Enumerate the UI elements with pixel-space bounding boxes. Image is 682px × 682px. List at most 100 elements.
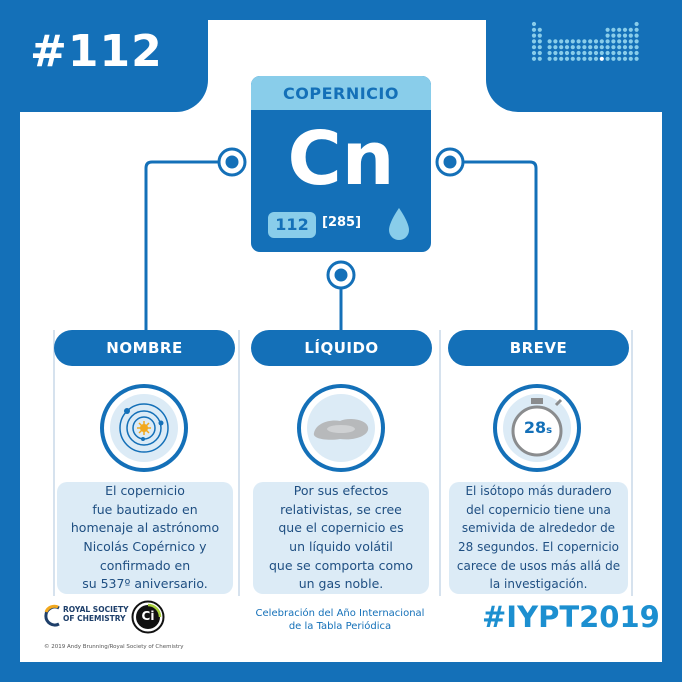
periodic-cell [531, 27, 537, 32]
ci-logo-text: Ci [141, 609, 155, 623]
periodic-cell [599, 56, 604, 61]
text-line: Por sus efectos [293, 483, 389, 499]
periodic-cell [593, 39, 599, 44]
periodic-cell [628, 39, 633, 44]
periodic-cell [588, 45, 593, 50]
periodic-cell [576, 56, 581, 61]
periodic-cell [634, 45, 639, 50]
periodic-cell [559, 39, 564, 44]
rsc-logo-text: ROYAL SOCIETY OF CHEMISTRY [63, 605, 129, 623]
celebration-text: Celebración del Año Internacional de la … [240, 607, 440, 633]
node-left [217, 147, 247, 177]
periodic-cell [537, 39, 542, 44]
atomic-mass: [285] [322, 215, 362, 230]
periodic-cell [622, 50, 628, 56]
atomic-number-badge: 112 [268, 212, 316, 238]
celebration-line: de la Tabla Periódica [288, 621, 392, 632]
periodic-cell [570, 45, 575, 50]
node-center [326, 260, 356, 290]
periodic-cell [531, 56, 537, 61]
node-right [435, 147, 465, 177]
periodic-cell [634, 27, 639, 32]
fact-text-liquido: Por sus efectos relativistas, se cree qu… [253, 482, 429, 594]
periodic-cell [531, 39, 537, 44]
celebration-line: Celebración del Año Internacional [255, 608, 425, 619]
periodic-cell [593, 45, 599, 50]
periodic-cell [570, 50, 575, 56]
periodic-cell [628, 27, 633, 32]
periodic-cell [582, 50, 587, 56]
periodic-cell [611, 45, 616, 50]
text-line: fue bautizado en [92, 501, 198, 517]
text-line: que se comporta como [269, 557, 413, 573]
periodic-cell [559, 45, 564, 50]
periodic-cell [593, 56, 599, 61]
periodic-cell [617, 56, 622, 61]
fact-text-nombre: El copernicio fue bautizado en homenaje … [57, 482, 233, 594]
periodic-cell [576, 50, 581, 56]
periodic-cell [531, 45, 537, 50]
periodic-cell [564, 39, 570, 44]
fact-text-breve: El isótopo más duradero del copernicio t… [449, 482, 628, 594]
hashtag: #IYPT2019 [482, 600, 660, 634]
periodic-cell [634, 33, 639, 38]
header-breve: BREVE [448, 330, 629, 366]
stopwatch-label: 28s [520, 418, 556, 437]
periodic-cell [537, 50, 542, 56]
text-line: la investigación. [489, 577, 588, 592]
periodic-cell [588, 56, 593, 61]
connector-right [463, 160, 538, 333]
periodic-cell [570, 39, 575, 44]
periodic-cell [605, 45, 610, 50]
periodic-cell [588, 39, 593, 44]
periodic-cell [599, 50, 604, 56]
periodic-cell [553, 56, 558, 61]
text-line: un líquido volátil [289, 539, 393, 554]
text-line: homenaje al astrónomo [70, 520, 220, 536]
periodic-cell [628, 33, 633, 38]
text-line: Nicolás Copérnico y [83, 539, 207, 554]
text-line: su 537º aniversario. [82, 576, 208, 592]
number-tab [20, 20, 208, 112]
rsc-line: OF CHEMISTRY [63, 614, 126, 623]
ci-logo-icon [131, 600, 165, 634]
element-number-tag: #112 [30, 26, 163, 77]
periodic-cell [576, 45, 581, 50]
periodic-cell [564, 56, 570, 61]
header-liquido: LÍQUIDO [251, 330, 432, 366]
periodic-cell [622, 33, 628, 38]
periodic-cell [547, 39, 552, 44]
periodic-cell [628, 56, 633, 61]
copyright-notice: © 2019 Andy Brunning/Royal Society of Ch… [44, 644, 184, 650]
periodic-cell [605, 27, 610, 32]
stopwatch-unit: s [546, 425, 553, 436]
periodic-cell [547, 50, 552, 56]
element-symbol: Cn [287, 116, 395, 202]
periodic-cell [553, 50, 558, 56]
text-line: semivida de alrededor de [461, 521, 616, 536]
element-name: COPERNICIO [283, 83, 399, 103]
text-line: que el copernicio es [278, 520, 404, 536]
stopwatch-value: 28 [523, 418, 547, 437]
text-line: relativistas, se cree [280, 501, 402, 517]
text-line: 28 segundos. El copernicio [458, 540, 619, 554]
text-line: carece de usos más allá de [456, 558, 621, 573]
periodic-cell [582, 45, 587, 50]
liquid-puddle-icon [297, 384, 385, 472]
text-line: El isótopo más duradero [465, 484, 612, 499]
periodic-cell [599, 45, 604, 50]
periodic-cell [531, 21, 537, 27]
periodic-cell [576, 39, 581, 44]
periodic-cell [537, 33, 542, 38]
periodic-cell [537, 45, 542, 50]
periodic-cell [622, 56, 628, 61]
periodic-cell [611, 33, 616, 38]
periodic-cell [605, 50, 610, 56]
periodic-cell [617, 45, 622, 50]
periodic-cell [559, 50, 564, 56]
periodic-cell [582, 56, 587, 61]
rsc-logo-icon [44, 604, 60, 627]
periodic-cell [531, 50, 537, 56]
text-line: del copernicio tiene una [466, 502, 611, 517]
periodic-cell [582, 39, 587, 44]
